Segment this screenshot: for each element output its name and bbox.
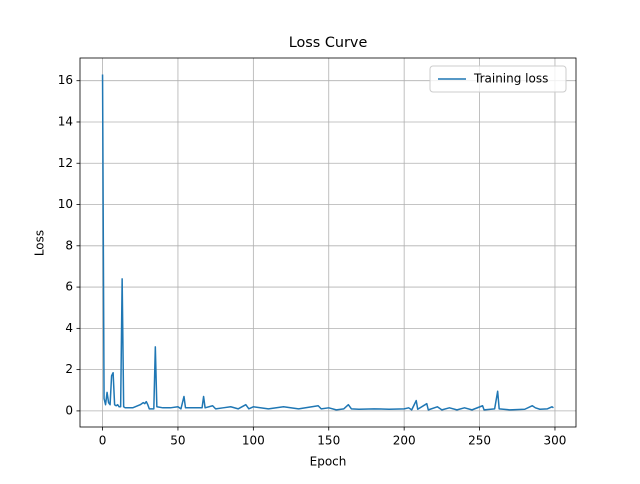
y-tick-label: 12 [58, 156, 73, 170]
plot-frame [79, 57, 577, 428]
x-tick-label: 150 [317, 434, 340, 448]
x-tick-label: 200 [393, 434, 416, 448]
y-tick-label: 8 [65, 238, 73, 252]
y-tick-label: 0 [65, 403, 73, 417]
x-tick-label: 300 [544, 434, 567, 448]
legend-box [429, 65, 567, 93]
y-tick-label: 14 [58, 114, 73, 128]
chart-title: Loss Curve [289, 35, 368, 51]
x-tick-label: 250 [468, 434, 491, 448]
x-tick-label: 100 [242, 434, 265, 448]
x-axis-label: Epoch [310, 455, 347, 469]
loss-line [101, 74, 554, 411]
y-tick-label: 6 [65, 280, 73, 294]
legend-label: Training loss [473, 72, 548, 86]
y-tick-label: 10 [58, 197, 73, 211]
x-tick-label: 0 [99, 434, 107, 448]
y-tick-label: 16 [58, 73, 73, 87]
y-tick-label: 4 [65, 321, 73, 335]
x-tick-label: 50 [170, 434, 185, 448]
y-axis-label: Loss [33, 230, 47, 256]
y-tick-label: 2 [65, 362, 73, 376]
